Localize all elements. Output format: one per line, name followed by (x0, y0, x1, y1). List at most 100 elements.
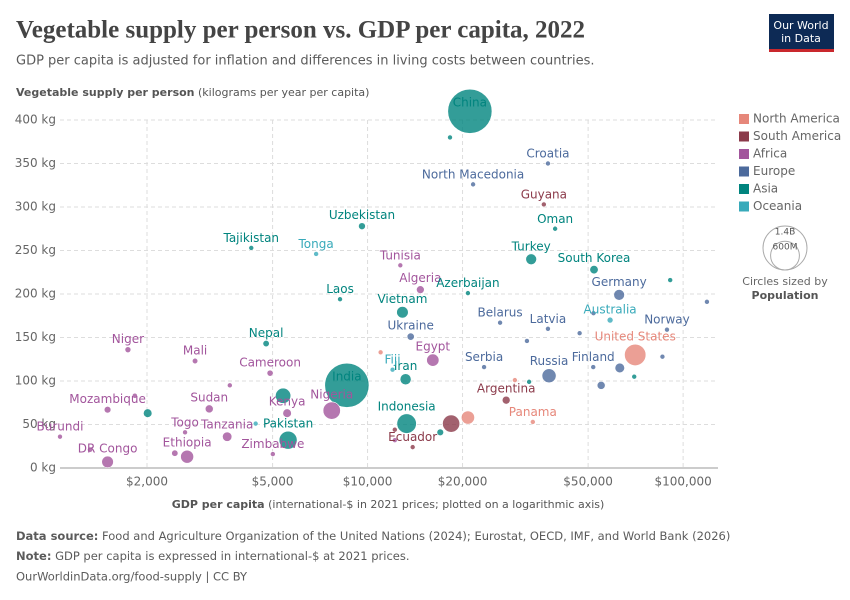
x-tick-label: $5,000 (252, 475, 294, 489)
legend-swatch (739, 114, 749, 124)
bubble (667, 277, 673, 283)
y-tick-label: 200 kg (15, 287, 56, 301)
bubble (596, 381, 606, 390)
bubble (436, 428, 444, 437)
legend-swatch (739, 149, 749, 159)
bubble (545, 325, 551, 332)
plot-area: 0 kg 50 kg 100 kg 150 kg 200 kg 250 kg 300 kg 3… (15, 88, 841, 489)
logo[interactable]: Our World in Data (769, 14, 834, 52)
bubble (447, 134, 453, 141)
y-axis-label: Vegetable supply per person (kilograms p… (16, 86, 369, 99)
credit[interactable]: OurWorldinData.org/food-supply | CC BY (16, 570, 248, 584)
bubble (358, 222, 366, 230)
legend-swatch (739, 201, 749, 212)
bubble (664, 326, 670, 333)
point-label: Croatia (526, 147, 569, 161)
point-label: Togo (170, 415, 199, 429)
chart-title: Vegetable supply per person vs. GDP per … (16, 17, 585, 44)
point-label: India (332, 369, 361, 383)
x-tick-label: $50,000 (563, 475, 613, 489)
point-label: North Macedonia (422, 167, 524, 181)
bubble (270, 451, 276, 457)
point-label: South Korea (558, 251, 631, 265)
x-tick-label: $2,000 (126, 475, 168, 489)
point-label: Niger (112, 332, 144, 346)
point-label: Panama (509, 405, 557, 419)
point-label: Finland (572, 350, 615, 364)
point-label: Oman (537, 212, 573, 226)
bubble (337, 296, 343, 303)
point-label: Sudan (190, 390, 228, 404)
bubble (392, 426, 398, 433)
bubble (389, 366, 396, 373)
bubble (442, 414, 461, 433)
y-tick-label: 150 kg (15, 330, 56, 344)
bubble (396, 306, 409, 319)
point-label: Mali (183, 344, 207, 358)
bubble (465, 290, 471, 296)
bubble (631, 373, 638, 380)
bubble (447, 88, 493, 134)
x-tick-label: $10,000 (343, 475, 393, 489)
bubble (377, 349, 384, 356)
bubble (613, 289, 625, 301)
point-label: Zimbabwe (241, 437, 304, 451)
bubble (470, 181, 476, 188)
bubble (282, 408, 292, 418)
point-label: Kenya (269, 394, 306, 408)
x-axis-label-main: GDP per capita (172, 498, 265, 511)
bubble (313, 251, 319, 257)
bubble (397, 262, 404, 269)
point-label: China (453, 95, 487, 109)
bubble (103, 406, 112, 414)
note: Note: GDP per capita is expressed in int… (16, 549, 410, 563)
bubble (396, 413, 417, 434)
bubble (124, 346, 132, 353)
source: Data source: Food and Agriculture Organi… (16, 529, 730, 543)
bubble (530, 419, 536, 425)
point-label: Burundi (37, 420, 84, 434)
point-label: Ukraine (388, 319, 434, 333)
point-label: Iran (394, 359, 417, 373)
note-label: Note: (16, 549, 51, 563)
point-label: Nigeria (310, 387, 353, 401)
bubble (614, 362, 625, 374)
point-label: Russia (530, 354, 569, 368)
bubble (406, 332, 415, 341)
point-label: DR Congo (78, 442, 138, 456)
y-tick-label: 100 kg (15, 374, 56, 388)
x-axis-label: GDP per capita (international-$ in 2021 … (172, 498, 605, 511)
bubble (589, 265, 599, 275)
legend-label: Africa (753, 147, 787, 161)
note-text: GDP per capita is expressed in internati… (55, 549, 409, 563)
legend-label: Asia (753, 182, 778, 196)
x-axis-label-detail: (international-$ in 2021 prices; plotted… (268, 498, 604, 511)
x-tick-label: $20,000 (438, 475, 488, 489)
bubble (481, 364, 487, 370)
point-label: Germany (592, 275, 647, 289)
point-label: Nepal (249, 326, 284, 340)
bubble (590, 364, 597, 370)
logo-bar (769, 49, 834, 52)
logo-text: Our World (773, 19, 828, 32)
bubble (182, 429, 188, 436)
bubble (266, 369, 274, 377)
bubble (659, 353, 666, 360)
bubble (278, 430, 298, 450)
size-legend-label: 600M (773, 243, 798, 253)
point-label: Ecuador (388, 430, 437, 444)
point-label: Mozambique (69, 392, 146, 406)
point-label: United States (595, 330, 676, 344)
bubble (222, 431, 233, 442)
bubble (191, 357, 199, 365)
bubble (262, 340, 270, 348)
bubble (460, 410, 475, 425)
bubble (526, 379, 532, 385)
bubble (131, 392, 138, 399)
x-tick-label: $100,000 (654, 475, 711, 489)
bubble (409, 444, 416, 450)
y-tick-label: 400 kg (15, 113, 56, 127)
point-label: Tonga (298, 237, 334, 251)
y-axis-label-main: Vegetable supply per person (16, 86, 195, 99)
point-label: Norway (644, 313, 690, 327)
